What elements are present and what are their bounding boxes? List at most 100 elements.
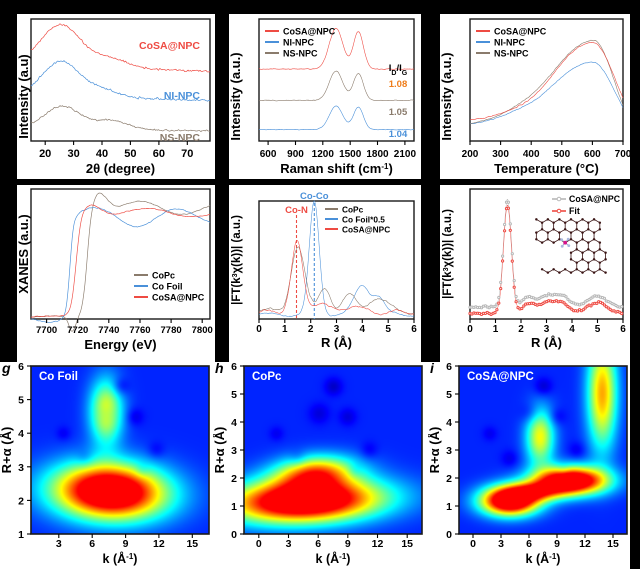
svg-text:Intensity (a.u.): Intensity (a.u.): [229, 52, 243, 140]
svg-text:600: 600: [584, 149, 601, 160]
svg-text:3: 3: [446, 445, 452, 457]
svg-text:1800: 1800: [366, 149, 389, 160]
svg-text:20: 20: [39, 148, 51, 160]
svg-text:0: 0: [470, 538, 476, 550]
svg-text:5: 5: [231, 389, 237, 401]
svg-text:R+α (Å): R+α (Å): [213, 427, 227, 474]
svg-text:CoSA@NPC: CoSA@NPC: [494, 27, 547, 37]
svg-text:1.08: 1.08: [389, 79, 408, 90]
svg-text:400: 400: [523, 149, 540, 160]
svg-text:Co Foil: Co Foil: [39, 371, 78, 383]
svg-text:0: 0: [467, 324, 473, 335]
svg-text:5: 5: [385, 324, 391, 335]
svg-text:Intensity (a.u.): Intensity (a.u.): [440, 52, 454, 140]
svg-text:Temperature (°C): Temperature (°C): [494, 161, 599, 176]
svg-text:Co Foil: Co Foil: [152, 282, 183, 292]
svg-text:k (Å-1): k (Å-1): [103, 551, 138, 566]
svg-text:4: 4: [446, 417, 452, 429]
svg-text:6: 6: [526, 538, 532, 550]
svg-text:900: 900: [287, 149, 304, 160]
svg-text:6: 6: [446, 362, 452, 373]
svg-text:R+α (Å): R+α (Å): [0, 427, 14, 474]
svg-text:1: 1: [18, 529, 24, 541]
svg-text:15: 15: [401, 538, 413, 550]
svg-text:6: 6: [89, 538, 95, 550]
svg-text:1: 1: [493, 324, 499, 335]
svg-text:h: h: [215, 362, 224, 376]
svg-text:1200: 1200: [312, 149, 335, 160]
svg-text:9: 9: [345, 538, 351, 550]
svg-text:CoPc: CoPc: [252, 371, 282, 383]
svg-text:|FT(k3χ(k))| (a.u.): |FT(k3χ(k))| (a.u.): [442, 209, 454, 299]
svg-text:300: 300: [492, 149, 509, 160]
svg-text:4: 4: [18, 428, 24, 440]
svg-text:NS-NPC: NS-NPC: [494, 49, 529, 59]
svg-text:CoSA@NPC: CoSA@NPC: [467, 371, 534, 383]
svg-text:3: 3: [334, 324, 340, 335]
svg-text:CoPc: CoPc: [152, 271, 175, 281]
svg-text:CoSA@NPC: CoSA@NPC: [283, 27, 336, 37]
svg-text:3: 3: [231, 445, 237, 457]
svg-text:NI-NPC: NI-NPC: [283, 38, 314, 48]
svg-text:0: 0: [231, 529, 237, 541]
svg-text:CoSA@NPC: CoSA@NPC: [139, 40, 200, 52]
svg-text:NS-NPC: NS-NPC: [160, 132, 201, 144]
svg-text:12: 12: [372, 538, 384, 550]
svg-text:1: 1: [446, 501, 452, 513]
svg-text:1.05: 1.05: [389, 107, 408, 118]
svg-text:1: 1: [282, 324, 288, 335]
svg-text:0: 0: [256, 538, 262, 550]
svg-text:7700: 7700: [36, 325, 57, 336]
svg-text:12: 12: [579, 538, 591, 550]
svg-text:4: 4: [360, 324, 366, 335]
svg-text:15: 15: [186, 538, 198, 550]
svg-text:3: 3: [18, 462, 24, 474]
svg-text:XANES (a.u.): XANES (a.u.): [17, 214, 31, 293]
svg-text:70: 70: [181, 148, 193, 160]
svg-text:3: 3: [56, 538, 62, 550]
svg-text:9: 9: [123, 538, 129, 550]
svg-text:5: 5: [595, 324, 601, 335]
svg-text:50: 50: [124, 148, 136, 160]
svg-text:700: 700: [615, 149, 630, 160]
svg-text:3: 3: [286, 538, 292, 550]
svg-text:600: 600: [260, 149, 277, 160]
svg-text:6: 6: [315, 538, 321, 550]
svg-text:g: g: [1, 362, 11, 376]
svg-text:NI-NPC: NI-NPC: [494, 38, 525, 48]
svg-text:2: 2: [308, 324, 314, 335]
svg-text:60: 60: [153, 148, 165, 160]
svg-text:4: 4: [231, 417, 237, 429]
svg-text:k (Å-1): k (Å-1): [316, 551, 351, 566]
svg-text:R (Å): R (Å): [531, 335, 562, 350]
svg-text:7800: 7800: [192, 325, 213, 336]
svg-text:NI-NPC: NI-NPC: [164, 90, 201, 102]
svg-text:200: 200: [462, 149, 479, 160]
svg-text:5: 5: [446, 389, 452, 401]
svg-text:Fit: Fit: [569, 206, 580, 216]
svg-text:NS-NPC: NS-NPC: [283, 49, 318, 59]
svg-text:1.04: 1.04: [389, 129, 408, 140]
svg-text:|FT(k3χ(k))| (a.u.): |FT(k3χ(k))| (a.u.): [231, 215, 243, 305]
svg-text:7720: 7720: [67, 325, 88, 336]
svg-text:1500: 1500: [339, 149, 362, 160]
svg-text:Co-N: Co-N: [285, 205, 308, 216]
svg-text:Co Foil*0.5: Co Foil*0.5: [342, 215, 385, 225]
svg-text:6: 6: [231, 362, 237, 373]
svg-text:7760: 7760: [129, 325, 150, 336]
svg-text:Intensity (a.u): Intensity (a.u): [17, 54, 31, 139]
svg-text:Energy (eV): Energy (eV): [84, 337, 156, 352]
svg-text:2100: 2100: [394, 149, 417, 160]
svg-text:Co-Co: Co-Co: [300, 191, 329, 202]
svg-text:2: 2: [518, 324, 524, 335]
svg-text:0: 0: [446, 529, 452, 541]
svg-text:R (Å): R (Å): [321, 335, 352, 350]
svg-text:3: 3: [544, 324, 550, 335]
svg-text:CoSA@NPC: CoSA@NPC: [342, 225, 390, 235]
svg-text:R+α (Å): R+α (Å): [428, 427, 442, 474]
svg-text:2θ (degree): 2θ (degree): [86, 161, 155, 176]
svg-text:6: 6: [18, 362, 24, 373]
svg-text:5: 5: [18, 395, 24, 407]
svg-text:1: 1: [231, 501, 237, 513]
svg-text:CoSA@NPC: CoSA@NPC: [569, 194, 621, 204]
